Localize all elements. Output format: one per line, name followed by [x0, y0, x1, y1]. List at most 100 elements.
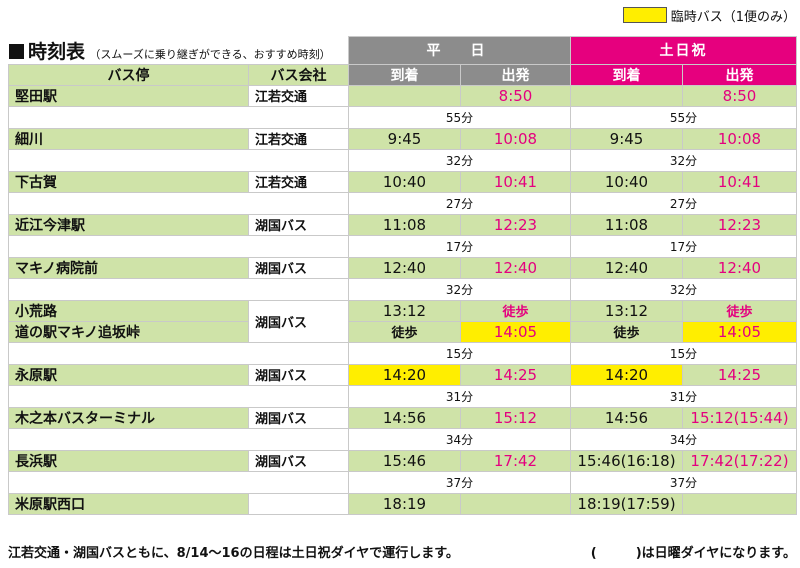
stop-name: 堅田駅	[8, 84, 249, 107]
stop-name: マキノ病院前	[8, 256, 249, 279]
table-row: マキノ病院前 湖国バス 12:40 12:40 12:40 12:40	[8, 256, 797, 279]
wd-duration: 34分	[348, 427, 571, 451]
ho-arrive: 15:46(16:18)	[570, 449, 683, 472]
ho-duration: 32分	[570, 148, 797, 172]
company	[248, 492, 349, 515]
wd-depart: 12:40	[460, 256, 571, 279]
wd-arrive: 徒歩	[348, 320, 461, 343]
wd-depart: 14:25	[460, 363, 571, 386]
wd-arrive: 10:40	[348, 170, 461, 193]
duration-row: 27分 27分	[8, 191, 797, 215]
wd-duration: 27分	[348, 191, 571, 215]
table-row: 堅田駅 江若交通 8:50 8:50	[8, 84, 797, 107]
table-row: 道の駅マキノ追坂峠 徒歩 14:05 徒歩 14:05	[8, 320, 797, 343]
wd-arrive: 14:20	[348, 363, 461, 386]
ho-duration: 27分	[570, 191, 797, 215]
wd-arrive: 13:12	[348, 299, 461, 322]
company: 江若交通	[248, 127, 349, 150]
ho-duration: 32分	[570, 277, 797, 301]
stop-name: 木之本バスターミナル	[8, 406, 249, 429]
ho-arrive: 13:12	[570, 299, 683, 322]
stop-name: 道の駅マキノ追坂峠	[8, 320, 249, 343]
wd-depart: 徒歩	[460, 299, 571, 322]
ho-depart: 8:50	[682, 84, 797, 107]
table-row: 米原駅西口 18:19 18:19(17:59)	[8, 492, 797, 515]
duration-row: 32分 32分	[8, 277, 797, 301]
wd-arrive: 12:40	[348, 256, 461, 279]
wd-duration: 32分	[348, 277, 571, 301]
legend-label: 臨時バス（1便のみ）	[670, 9, 796, 25]
wd-depart: 8:50	[460, 84, 571, 107]
title-cell: 時刻表 （スムーズに乗り継ぎができる、おすすめ時刻）	[8, 37, 349, 65]
company: 江若交通	[248, 170, 349, 193]
stop-name: 近江今津駅	[8, 213, 249, 236]
wd-depart: 17:42	[460, 449, 571, 472]
wd-arrive: 14:56	[348, 406, 461, 429]
ho-arrive: 14:20	[570, 363, 683, 386]
wd-depart: 15:12	[460, 406, 571, 429]
title-square-icon	[8, 43, 24, 59]
wd-duration: 37分	[348, 470, 571, 494]
stop-name: 永原駅	[8, 363, 249, 386]
wd-arrive: 18:19	[348, 492, 461, 515]
wd-depart: 14:05	[460, 320, 571, 343]
ho-depart	[682, 492, 797, 515]
col-company: バス会社	[248, 63, 349, 86]
ho-duration: 15分	[570, 341, 797, 365]
duration-row: 32分 32分	[8, 148, 797, 172]
duration-row: 15分 15分	[8, 341, 797, 365]
ho-duration: 31分	[570, 384, 797, 408]
company: 湖国バス	[248, 406, 349, 429]
legend: 臨時バス（1便のみ）	[622, 4, 796, 26]
wd-arrive: 11:08	[348, 213, 461, 236]
table-row: 木之本バスターミナル 湖国バス 14:56 15:12 14:56 15:12(…	[8, 406, 797, 429]
footnote-right: ( )は日曜ダイヤになります。	[590, 546, 796, 561]
wd-duration: 17分	[348, 234, 571, 258]
wd-arrive: 15:46	[348, 449, 461, 472]
col-stop: バス停	[8, 63, 249, 86]
company: 湖国バス	[248, 256, 349, 279]
col-ho-depart: 出発	[682, 63, 797, 86]
wd-duration: 15分	[348, 341, 571, 365]
stop-name: 下古賀	[8, 170, 249, 193]
company: 湖国バス	[248, 213, 349, 236]
ho-duration: 17分	[570, 234, 797, 258]
col-wd-depart: 出発	[460, 63, 571, 86]
wd-depart: 10:41	[460, 170, 571, 193]
ho-arrive: 12:40	[570, 256, 683, 279]
ho-depart: 14:05	[682, 320, 797, 343]
wd-depart	[460, 492, 571, 515]
legend-swatch	[622, 7, 667, 23]
ho-arrive: 徒歩	[570, 320, 683, 343]
wd-duration: 31分	[348, 384, 571, 408]
ho-duration: 34分	[570, 427, 797, 451]
timetable: 時刻表 （スムーズに乗り継ぎができる、おすすめ時刻） 平 日 土日祝 バス停 バ…	[8, 36, 797, 515]
wd-duration: 55分	[348, 105, 571, 129]
wd-depart: 10:08	[460, 127, 571, 150]
stop-name: 小荒路	[8, 299, 249, 322]
ho-depart: 徒歩	[682, 299, 797, 322]
ho-depart: 14:25	[682, 363, 797, 386]
ho-arrive: 10:40	[570, 170, 683, 193]
weekday-header: 平 日	[348, 36, 571, 65]
table-row: 近江今津駅 湖国バス 11:08 12:23 11:08 12:23	[8, 213, 797, 236]
ho-depart: 17:42(17:22)	[682, 449, 797, 472]
stop-name: 米原駅西口	[8, 492, 249, 515]
duration-row: 37分 37分	[8, 470, 797, 494]
page-subtitle: （スムーズに乗り継ぎができる、おすすめ時刻）	[89, 47, 331, 61]
ho-depart: 10:41	[682, 170, 797, 193]
duration-row: 31分 31分	[8, 384, 797, 408]
table-row: 永原駅 湖国バス 14:20 14:25 14:20 14:25	[8, 363, 797, 386]
ho-arrive: 11:08	[570, 213, 683, 236]
stop-name: 細川	[8, 127, 249, 150]
ho-depart: 12:40	[682, 256, 797, 279]
wd-arrive	[348, 84, 461, 107]
page-title: 時刻表	[27, 40, 85, 63]
holiday-header: 土日祝	[570, 36, 797, 65]
ho-depart: 10:08	[682, 127, 797, 150]
ho-duration: 55分	[570, 105, 797, 129]
ho-depart: 15:12(15:44)	[682, 406, 797, 429]
duration-row: 55分 55分	[8, 105, 797, 129]
col-wd-arrive: 到着	[348, 63, 461, 86]
company: 湖国バス	[248, 363, 349, 386]
